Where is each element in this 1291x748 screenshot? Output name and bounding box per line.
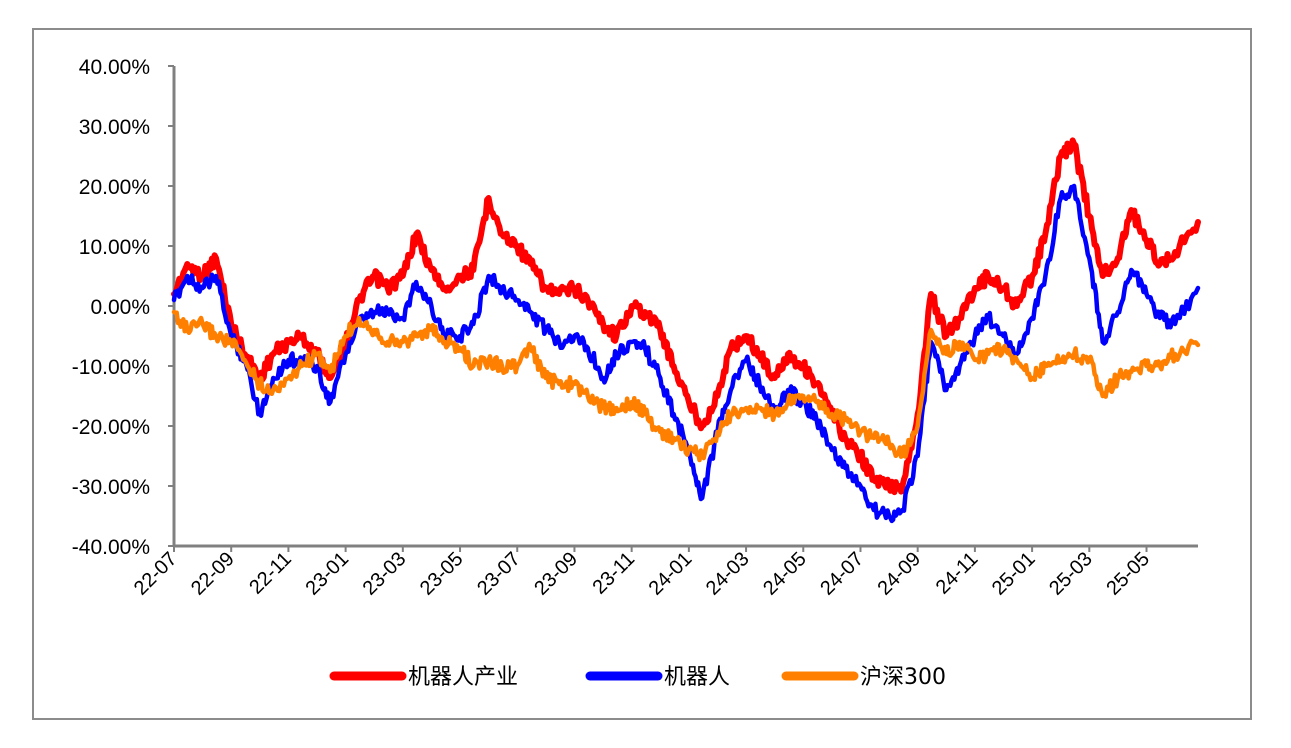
x-tick-label: 22-11 [245,548,296,599]
y-tick-label: 30.00% [79,116,150,139]
legend: 机器人产业 机器人 沪深300 [329,665,946,690]
y-tick-label: -20.00% [72,416,150,439]
series-line-2 [171,183,1201,524]
y-tick-label: -40.00% [72,536,150,559]
x-tick-label: 24-09 [873,548,925,600]
x-tick-label: 23-05 [416,548,468,600]
y-tick-label: 20.00% [79,176,150,199]
x-tick-label: 25-05 [1102,548,1154,600]
x-tick-label: 22-09 [187,548,239,600]
axes [172,66,1198,548]
x-tick-label: 24-11 [932,548,983,599]
x-tick-label: 24-07 [816,548,868,600]
series-line-1 [171,137,1201,496]
x-tick-label: 24-05 [759,548,811,600]
y-axis-ticks: 40.00% 30.00% 20.00% 10.00% 0.00% -10.00% -20.… [72,56,174,559]
y-tick-label: 40.00% [79,56,150,79]
x-tick-label: 23-07 [473,548,525,600]
x-tick-label: 25-01 [988,548,1040,600]
y-tick-label: 0.00% [90,296,150,319]
series-line-3 [171,309,1201,463]
x-tick-label: 24-01 [645,548,697,600]
y-tick-label: -10.00% [72,356,150,379]
x-tick-label: 23-09 [530,548,582,600]
y-tick-label: 10.00% [79,236,150,259]
chart-frame: 40.00% 30.00% 20.00% 10.00% 0.00% -10.00% -20.… [32,28,1252,720]
x-tick-label: 25-03 [1045,548,1097,600]
line-chart: 40.00% 30.00% 20.00% 10.00% 0.00% -10.00% -20.… [72,56,1201,690]
series-lines [171,137,1201,524]
legend-label-2: 机器人 [664,665,730,690]
x-axis-ticks: 22-07 22-09 22-11 23-01 23-03 23-05 23-07 23-09… [130,546,1154,600]
x-tick-label: 23-01 [301,548,353,600]
legend-label-1: 机器人产业 [408,665,518,690]
y-tick-label: -30.00% [72,476,150,499]
legend-label-3: 沪深300 [860,665,946,690]
x-tick-label: 24-03 [702,548,754,600]
x-tick-label: 23-11 [589,548,640,599]
x-tick-label: 23-03 [359,548,411,600]
